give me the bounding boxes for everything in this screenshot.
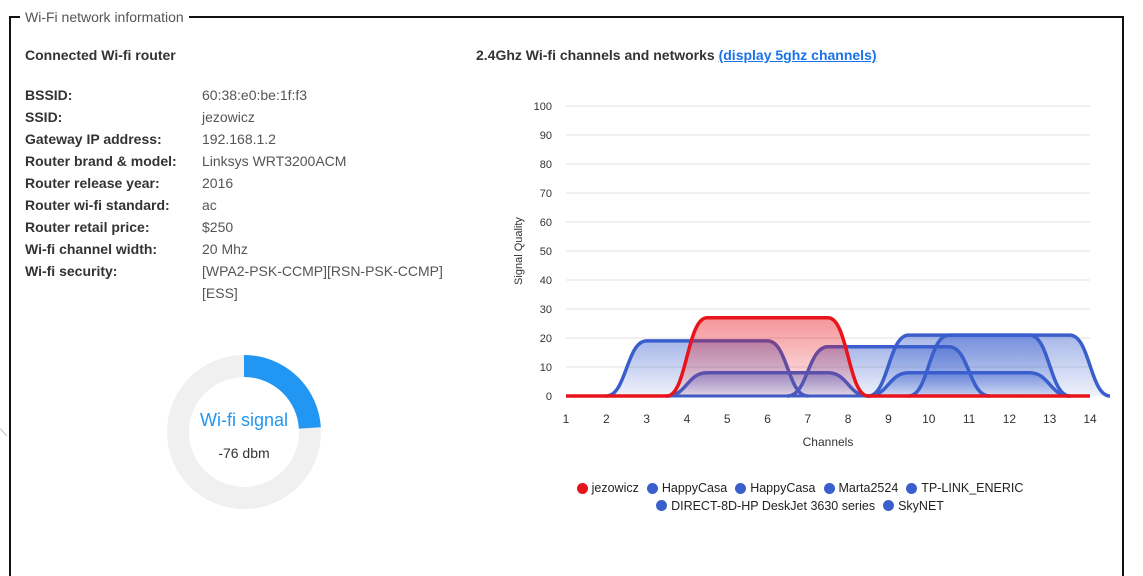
info-key: Router release year: xyxy=(25,175,160,191)
resize-handle-icon[interactable]: ⟍ xyxy=(0,428,7,439)
gauge-fill xyxy=(167,355,321,509)
info-row: Wi-fi channel width: 20 Mhz xyxy=(25,238,465,260)
info-key: SSID: xyxy=(25,109,63,125)
info-row: BSSID: 60:38:e0:be:1f:f3 xyxy=(25,84,465,106)
gauge-label: Wi-fi signal xyxy=(199,410,288,430)
x-tick-label: 3 xyxy=(643,412,650,426)
legend-item[interactable]: SkyNET xyxy=(883,498,944,514)
x-tick-label: 13 xyxy=(1043,412,1057,426)
info-value: 20 Mhz xyxy=(202,241,248,257)
x-tick-label: 10 xyxy=(922,412,936,426)
info-key: Router brand & model: xyxy=(25,153,177,169)
panel-legend: Wi-Fi network information xyxy=(20,9,189,25)
signal-gauge xyxy=(167,355,321,509)
legend-dot-icon xyxy=(735,482,747,494)
info-row: Router release year: 2016 xyxy=(25,172,465,194)
info-key: BSSID: xyxy=(25,87,73,103)
gauge-value: -76 dbm xyxy=(218,445,270,461)
info-row: Router brand & model: Linksys WRT3200ACM xyxy=(25,150,465,172)
info-row: SSID: jezowicz xyxy=(25,106,465,128)
x-tick-label: 1 xyxy=(563,412,570,426)
info-key: Router wi-fi standard: xyxy=(25,197,170,213)
y-tick-label: 40 xyxy=(540,275,552,287)
legend-label: SkyNET xyxy=(898,498,944,513)
y-tick-label: 80 xyxy=(540,159,552,171)
info-value: 60:38:e0:be:1f:f3 xyxy=(202,87,308,103)
x-tick-label: 8 xyxy=(845,412,852,426)
y-tick-label: 50 xyxy=(540,246,552,258)
x-tick-label: 9 xyxy=(885,412,892,426)
series-line xyxy=(665,315,871,398)
info-value: 192.168.1.2 xyxy=(202,131,276,147)
chart-legend: jezowicz HappyCasa HappyCasa Marta2524 TP-LI… xyxy=(520,480,1080,515)
y-tick-label: 20 xyxy=(540,333,552,345)
router-section-title: Connected Wi-fi router xyxy=(25,47,176,63)
legend-dot-icon xyxy=(823,482,835,494)
info-value: 2016 xyxy=(202,175,234,191)
legend-label: DIRECT-8D-HP DeskJet 3630 series xyxy=(671,498,876,513)
legend-dot-icon xyxy=(656,500,668,511)
x-axis-label: Channels xyxy=(803,435,854,449)
x-tick-label: 7 xyxy=(805,412,812,426)
info-value: ac xyxy=(202,197,217,213)
series-area xyxy=(908,335,1110,396)
y-tick-label: 0 xyxy=(546,391,552,403)
info-value: $250 xyxy=(202,219,234,235)
info-value: [WPA2-PSK-CCMP][RSN-PSK-CCMP][ESS] xyxy=(202,263,443,301)
x-tick-label: 5 xyxy=(724,412,731,426)
x-tick-label: 4 xyxy=(684,412,691,426)
legend-label: jezowicz xyxy=(591,481,639,495)
y-tick-label: 30 xyxy=(540,304,552,316)
legend-label: HappyCasa xyxy=(661,481,728,495)
legend-dot-icon xyxy=(883,500,895,511)
legend-dot-icon xyxy=(576,482,588,494)
info-key: Router retail price: xyxy=(25,219,150,235)
legend-item[interactable]: HappyCasa xyxy=(646,480,728,496)
legend-item[interactable]: TP-LINK_ENERIC xyxy=(906,480,1023,496)
info-key: Wi-fi security: xyxy=(25,263,118,279)
network-info-panel xyxy=(9,16,1124,576)
x-tick-label: 14 xyxy=(1083,412,1097,426)
channels-section-title: 2.4Ghz Wi-fi channels and networks (disp… xyxy=(476,47,877,63)
info-row: Wi-fi security: [WPA2-PSK-CCMP][RSN-PSK-C… xyxy=(25,260,465,304)
info-value: jezowicz xyxy=(202,109,255,125)
legend-item[interactable]: DIRECT-8D-HP DeskJet 3630 series xyxy=(656,498,875,514)
x-tick-label: 12 xyxy=(1003,412,1017,426)
y-tick-label: 60 xyxy=(540,217,552,229)
info-value: Linksys WRT3200ACM xyxy=(202,153,347,169)
series-line xyxy=(906,333,1110,398)
legend-label: TP-LINK_ENERIC xyxy=(921,481,1024,495)
info-row: Router retail price: $250 xyxy=(25,216,465,238)
legend-dot-icon xyxy=(646,482,658,494)
legend-item[interactable]: Marta2524 xyxy=(823,480,899,496)
y-tick-label: 90 xyxy=(540,130,552,142)
info-key: Wi-fi channel width: xyxy=(25,241,158,257)
x-tick-label: 6 xyxy=(764,412,771,426)
y-tick-label: 100 xyxy=(534,101,552,113)
y-axis-label: Signal Quality xyxy=(513,217,525,285)
y-tick-label: 10 xyxy=(540,362,552,374)
series-area xyxy=(666,317,869,396)
legend-label: Marta2524 xyxy=(838,481,899,495)
legend-label: HappyCasa xyxy=(750,481,816,495)
legend-item[interactable]: jezowicz xyxy=(576,480,639,496)
legend-dot-icon xyxy=(906,482,918,494)
router-info-list: BSSID: 60:38:e0:be:1f:f3 SSID: jezowicz Gate… xyxy=(25,84,465,304)
y-tick-label: 70 xyxy=(540,188,552,200)
info-row: Router wi-fi standard: ac xyxy=(25,194,465,216)
info-key: Gateway IP address: xyxy=(25,131,162,147)
channels-title-text: 2.4Ghz Wi-fi channels and networks xyxy=(476,47,715,63)
legend-item[interactable]: HappyCasa xyxy=(735,480,816,496)
info-row: Gateway IP address: 192.168.1.2 xyxy=(25,128,465,150)
x-tick-label: 11 xyxy=(963,412,976,426)
display-5ghz-link[interactable]: (display 5ghz channels) xyxy=(718,47,877,63)
x-tick-label: 2 xyxy=(603,412,610,426)
